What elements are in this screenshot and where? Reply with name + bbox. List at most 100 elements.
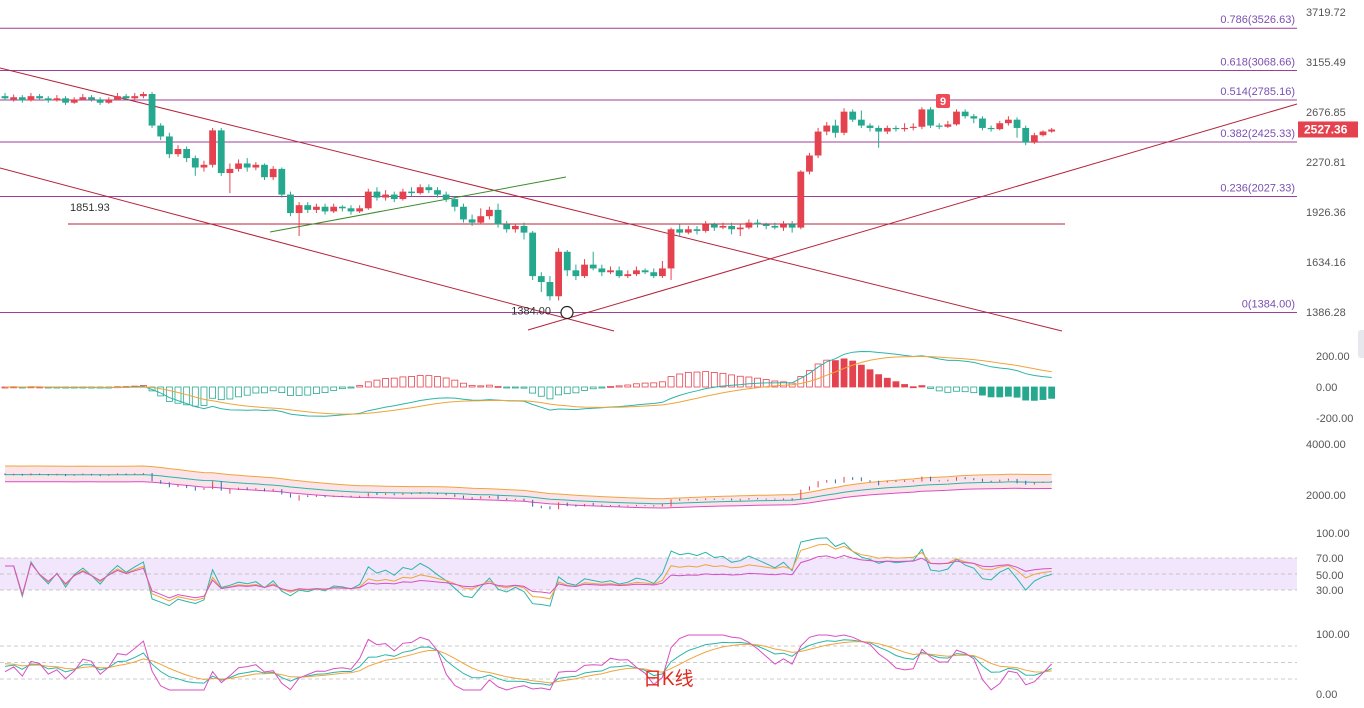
candle-body[interactable] [114,96,121,100]
candle-body[interactable] [961,111,969,117]
candle-body[interactable] [918,109,926,127]
candle-body[interactable] [477,216,485,223]
candle-body[interactable] [226,168,234,174]
candle-body[interactable] [165,136,173,155]
candle-body[interactable] [555,251,562,297]
candle-body[interactable] [36,96,43,99]
candle-body[interactable] [364,191,372,209]
candle-body[interactable] [537,276,545,283]
candle-body[interactable] [356,208,364,212]
candle-body[interactable] [944,124,952,127]
candle-body[interactable] [183,149,191,159]
candle-body[interactable] [313,206,320,210]
candle-body[interactable] [581,264,588,277]
candle-body[interactable] [347,208,355,212]
candle-body[interactable] [287,194,294,214]
candle-body[interactable] [494,209,502,225]
candle-body[interactable] [970,116,978,119]
candle-body[interactable] [304,205,312,210]
candle-body[interactable] [693,229,701,231]
candle-body[interactable] [295,205,303,214]
candle-body[interactable] [659,268,666,277]
candle-body[interactable] [797,171,805,228]
candle-body[interactable] [425,187,433,191]
candle-body[interactable] [589,264,597,269]
candle-body[interactable] [719,225,727,228]
candle-body[interactable] [122,96,130,99]
candle-body[interactable] [909,126,917,128]
candle-body[interactable] [44,98,52,101]
candle-body[interactable] [96,99,104,103]
candle-body[interactable] [823,125,831,132]
candle-body[interactable] [442,194,450,200]
candle-body[interactable] [27,96,35,101]
candle-body[interactable] [615,270,623,277]
candle-body[interactable] [200,164,208,168]
candle-body[interactable] [702,224,710,231]
candle-body[interactable] [927,109,934,126]
candle-body[interactable] [252,164,260,168]
candle-body[interactable] [607,270,614,273]
candle-body[interactable] [1013,119,1021,128]
candle-body[interactable] [1005,119,1012,124]
candle-body[interactable] [451,199,459,207]
candle-body[interactable] [736,227,744,230]
candle-body[interactable] [979,118,986,128]
candle-body[interactable] [953,111,960,125]
candle-body[interactable] [399,191,407,200]
candle-body[interactable] [390,194,398,200]
candle-body[interactable] [563,251,571,271]
candle-body[interactable] [676,229,684,233]
candle-body[interactable] [486,209,493,217]
candle-body[interactable] [875,127,883,132]
candle-body[interactable] [892,127,900,130]
candle-body[interactable] [157,125,165,137]
candle-body[interactable] [1039,131,1047,136]
candle-body[interactable] [857,119,865,126]
candle-body[interactable] [1022,127,1030,143]
candle-body[interactable] [511,225,519,230]
candle-body[interactable] [148,94,156,126]
candle-body[interactable] [1048,129,1056,132]
candle-body[interactable] [762,224,770,226]
candle-body[interactable] [503,224,511,230]
candle-body[interactable] [338,206,346,209]
candle-body[interactable] [10,97,18,100]
candle-body[interactable] [832,125,839,133]
candle-body[interactable] [373,191,381,198]
candle-body[interactable] [780,224,787,228]
candle-body[interactable] [546,282,554,297]
candle-body[interactable] [434,190,441,195]
candle-body[interactable] [191,158,199,168]
candle-body[interactable] [883,127,891,132]
candle-body[interactable] [235,163,242,169]
candle-body[interactable] [667,229,675,269]
candle-body[interactable] [728,225,735,230]
candle-body[interactable] [806,155,813,172]
candle-body[interactable] [529,232,537,277]
candle-body[interactable] [174,149,182,155]
candle-body[interactable] [261,164,268,178]
candle-body[interactable] [217,130,225,174]
candle-body[interactable] [416,187,424,194]
candle-body[interactable] [408,191,415,194]
candle-body[interactable] [70,99,78,103]
candle-body[interactable] [18,97,26,101]
candle-body[interactable] [460,206,467,220]
candle-body[interactable] [1030,135,1038,143]
candle-body[interactable] [996,123,1004,130]
candle-body[interactable] [1,96,9,99]
candle-body[interactable] [243,163,251,168]
candle-body[interactable] [382,194,389,198]
candle-body[interactable] [840,111,848,133]
candle-body[interactable] [140,94,147,97]
candle-body[interactable] [278,168,286,195]
candle-body[interactable] [53,98,61,101]
candle-body[interactable] [754,222,761,225]
candle-body[interactable] [520,225,528,233]
candle-body[interactable] [788,224,796,228]
candle-body[interactable] [745,222,753,228]
candle-body[interactable] [935,125,943,127]
candle-body[interactable] [641,270,649,273]
side-handle[interactable] [1358,330,1364,358]
